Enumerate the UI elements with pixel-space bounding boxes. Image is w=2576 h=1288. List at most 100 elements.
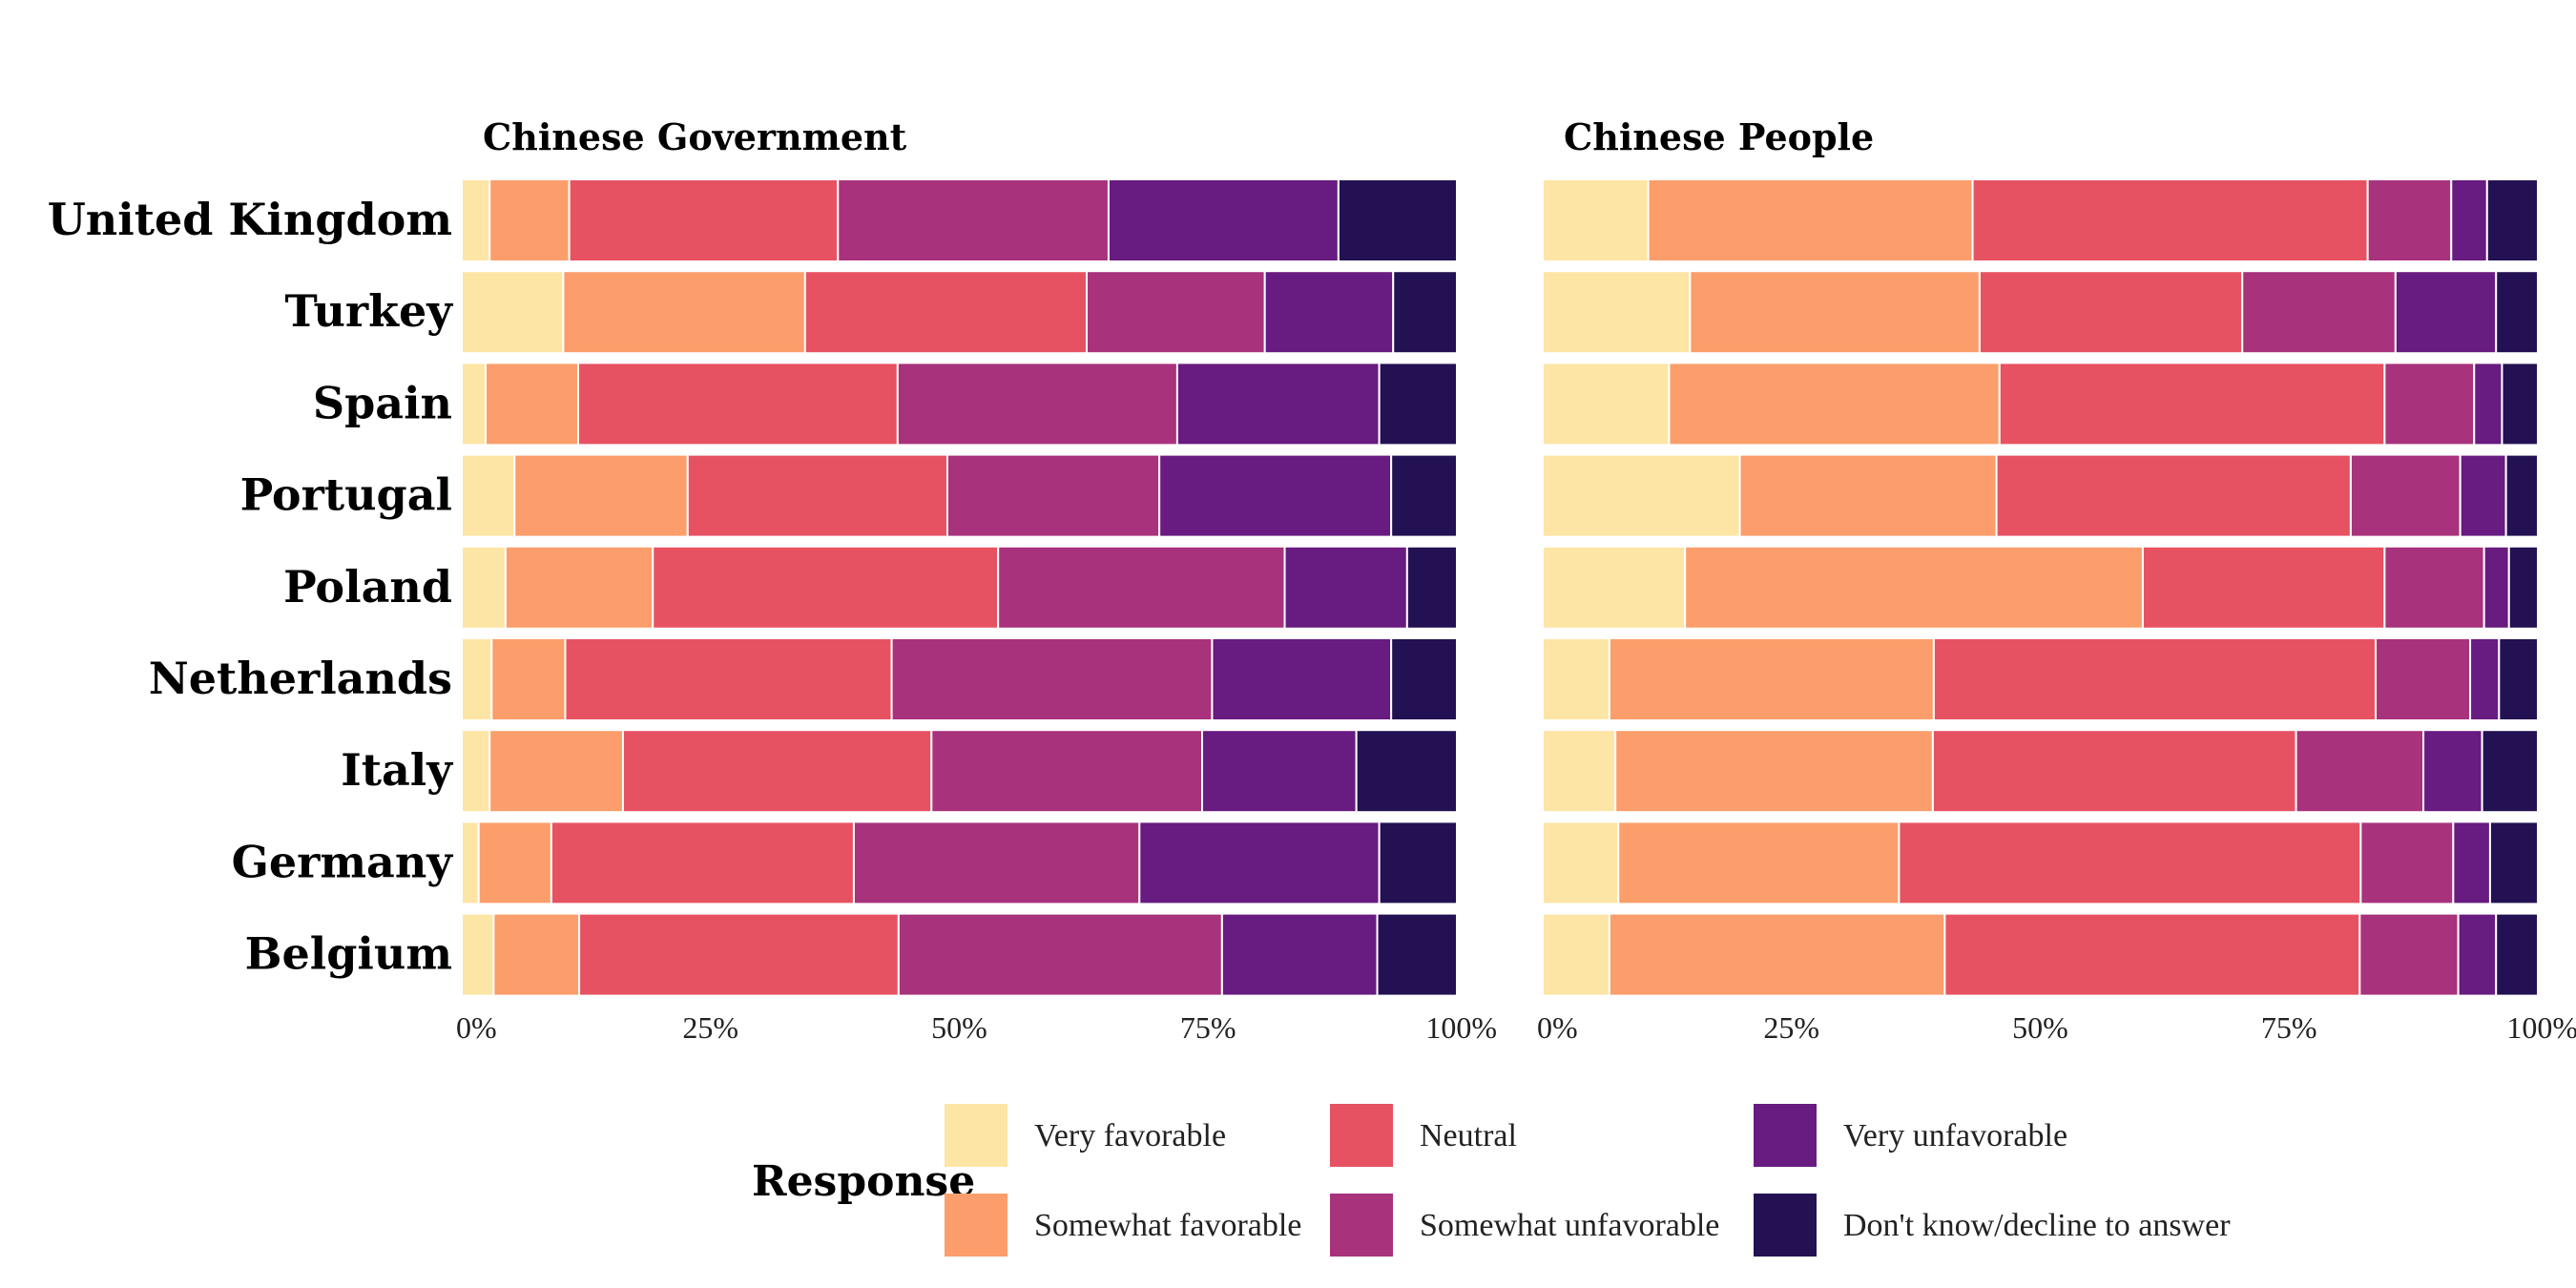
- legend-title: Response: [752, 1157, 975, 1206]
- bar-segment-italy-very-unfavorable: [1200, 729, 1358, 814]
- bar-segment-italy-don-t-know-decline-to-answer: [2481, 729, 2540, 814]
- legend-label: Somewhat unfavorable: [1420, 1208, 1719, 1243]
- bar-segment-spain-very-unfavorable: [2473, 362, 2503, 447]
- bar-segment-belgium-very-unfavorable: [2457, 912, 2498, 997]
- bar-segment-portugal-somewhat-unfavorable: [945, 453, 1161, 538]
- legend-swatch: [1754, 1194, 1817, 1257]
- bar-segment-poland-very-unfavorable: [2483, 545, 2510, 630]
- bar-segment-spain-very-favorable: [1542, 362, 1671, 447]
- bar-segment-netherlands-somewhat-favorable: [1608, 637, 1935, 721]
- row-label-netherlands: Netherlands: [149, 653, 452, 704]
- legend: Response Very favorable Somewhat favorable…: [752, 1104, 2231, 1257]
- bar-segment-netherlands-very-favorable: [461, 637, 493, 721]
- bar-segment-united-kingdom-very-unfavorable: [2450, 178, 2488, 262]
- bar-segment-united-kingdom-don-t-know-decline-to-answer: [1337, 178, 1459, 262]
- bar-segment-belgium-don-t-know-decline-to-answer: [1376, 912, 1459, 997]
- row-label-germany: Germany: [232, 836, 454, 887]
- bar-segment-poland-somewhat-favorable: [1684, 545, 2144, 630]
- legend-item-neutral: Neutral: [1330, 1104, 1517, 1167]
- bar-segment-netherlands-neutral: [564, 637, 893, 721]
- bar-segment-netherlands-somewhat-unfavorable: [890, 637, 1214, 721]
- x-tick-label: 100%: [1425, 1010, 1497, 1045]
- bar-segment-italy-somewhat-favorable: [488, 729, 624, 814]
- bar-segment-turkey-somewhat-unfavorable: [1086, 270, 1266, 355]
- panel-chinese-government: Chinese Government 0% 25% 50% 75% 100%: [456, 115, 1497, 1045]
- bar-segment-italy-somewhat-unfavorable: [930, 729, 1203, 814]
- bar-segment-turkey-somewhat-favorable: [1689, 270, 1981, 355]
- bar-segment-turkey-neutral: [803, 270, 1089, 355]
- bar-segment-belgium-very-favorable: [461, 912, 495, 997]
- bar-segment-poland-neutral: [652, 545, 1000, 630]
- bar-segment-belgium-neutral: [1943, 912, 2361, 997]
- bar-segment-netherlands-somewhat-favorable: [490, 637, 567, 721]
- legend-label: Very favorable: [1034, 1118, 1226, 1153]
- bar-segment-belgium-somewhat-favorable: [1608, 912, 1946, 997]
- bar-segment-netherlands-somewhat-unfavorable: [2374, 637, 2472, 721]
- legend-label: Neutral: [1420, 1118, 1517, 1153]
- bar-segment-united-kingdom-somewhat-unfavorable: [2366, 178, 2453, 262]
- bar-segment-united-kingdom-neutral: [568, 178, 840, 262]
- bar-segment-germany-neutral: [1898, 821, 2362, 905]
- bar-segment-netherlands-very-favorable: [1542, 637, 1610, 721]
- bar-segment-united-kingdom-somewhat-favorable: [1647, 178, 1974, 262]
- legend-label: Somewhat favorable: [1034, 1208, 1301, 1243]
- bar-segment-belgium-very-unfavorable: [1220, 912, 1379, 997]
- legend-label: Very unfavorable: [1843, 1118, 2067, 1153]
- bar-segment-poland-very-unfavorable: [1283, 545, 1408, 630]
- bar-segment-netherlands-don-t-know-decline-to-answer: [2498, 637, 2539, 721]
- row-label-italy: Italy: [341, 744, 453, 796]
- bar-segment-turkey-don-t-know-decline-to-answer: [2495, 270, 2540, 355]
- row-labels: United Kingdom Turkey Spain Portugal Poland N…: [48, 194, 454, 980]
- bar-segment-belgium-don-t-know-decline-to-answer: [2495, 912, 2540, 997]
- x-tick-label: 25%: [1763, 1010, 1819, 1045]
- bar-segment-spain-somewhat-favorable: [485, 362, 580, 447]
- bar-segment-turkey-somewhat-unfavorable: [2241, 270, 2397, 355]
- bar-segment-germany-somewhat-unfavorable: [852, 821, 1141, 905]
- bar-segment-germany-somewhat-unfavorable: [2359, 821, 2455, 905]
- bar-segment-italy-somewhat-unfavorable: [2295, 729, 2425, 814]
- row-label-spain: Spain: [313, 377, 452, 428]
- bar-segment-portugal-don-t-know-decline-to-answer: [2504, 453, 2540, 538]
- bar-segment-italy-somewhat-favorable: [1614, 729, 1934, 814]
- bar-segment-portugal-very-unfavorable: [2459, 453, 2507, 538]
- bar-segment-portugal-somewhat-favorable: [1738, 453, 1998, 538]
- bar-segment-portugal-somewhat-favorable: [513, 453, 689, 538]
- x-tick-label: 25%: [682, 1010, 738, 1045]
- bar-segment-italy-neutral: [1931, 729, 2297, 814]
- bar-segment-germany-neutral: [550, 821, 855, 905]
- bar-segment-turkey-somewhat-favorable: [562, 270, 806, 355]
- x-tick-label: 0%: [1537, 1010, 1578, 1045]
- legend-item-very-favorable: Very favorable: [945, 1104, 1226, 1167]
- bar-segment-italy-don-t-know-decline-to-answer: [1355, 729, 1458, 814]
- bar-segment-portugal-neutral: [686, 453, 948, 538]
- bar-segment-united-kingdom-somewhat-favorable: [488, 178, 571, 262]
- x-tick-label: 50%: [931, 1010, 987, 1045]
- legend-swatch: [1330, 1104, 1393, 1167]
- bar-segment-poland-don-t-know-decline-to-answer: [1405, 545, 1458, 630]
- panel-title: Chinese Government: [483, 115, 907, 158]
- bar-segment-portugal-don-t-know-decline-to-answer: [1390, 453, 1458, 538]
- bar-segment-belgium-somewhat-favorable: [492, 912, 581, 997]
- bar-segment-spain-neutral: [1998, 362, 2386, 447]
- bar-segment-netherlands-don-t-know-decline-to-answer: [1390, 637, 1458, 721]
- bar-segment-spain-don-t-know-decline-to-answer: [2501, 362, 2539, 447]
- bar-segment-netherlands-neutral: [1932, 637, 2377, 721]
- bar-segment-italy-very-unfavorable: [2422, 729, 2483, 814]
- bar-segment-italy-very-favorable: [461, 729, 491, 814]
- bar-segment-turkey-don-t-know-decline-to-answer: [1392, 270, 1459, 355]
- bar-segment-belgium-somewhat-unfavorable: [2358, 912, 2460, 997]
- legend-item-very-unfavorable: Very unfavorable: [1754, 1104, 2067, 1167]
- bar-segment-spain-somewhat-favorable: [1668, 362, 2001, 447]
- row-label-united-kingdom: United Kingdom: [48, 194, 452, 245]
- row-label-portugal: Portugal: [240, 469, 452, 521]
- bar-segment-germany-very-favorable: [1542, 821, 1620, 905]
- bar-segment-belgium-neutral: [578, 912, 900, 997]
- bar-segment-spain-somewhat-unfavorable: [896, 362, 1178, 447]
- row-label-turkey: Turkey: [284, 285, 453, 337]
- bar-segment-netherlands-very-unfavorable: [1211, 637, 1393, 721]
- legend-swatch: [1330, 1194, 1393, 1257]
- bar-segment-united-kingdom-very-favorable: [461, 178, 491, 262]
- panel-chinese-people: Chinese People 0% 25% 50% 75% 100%: [1537, 115, 2576, 1045]
